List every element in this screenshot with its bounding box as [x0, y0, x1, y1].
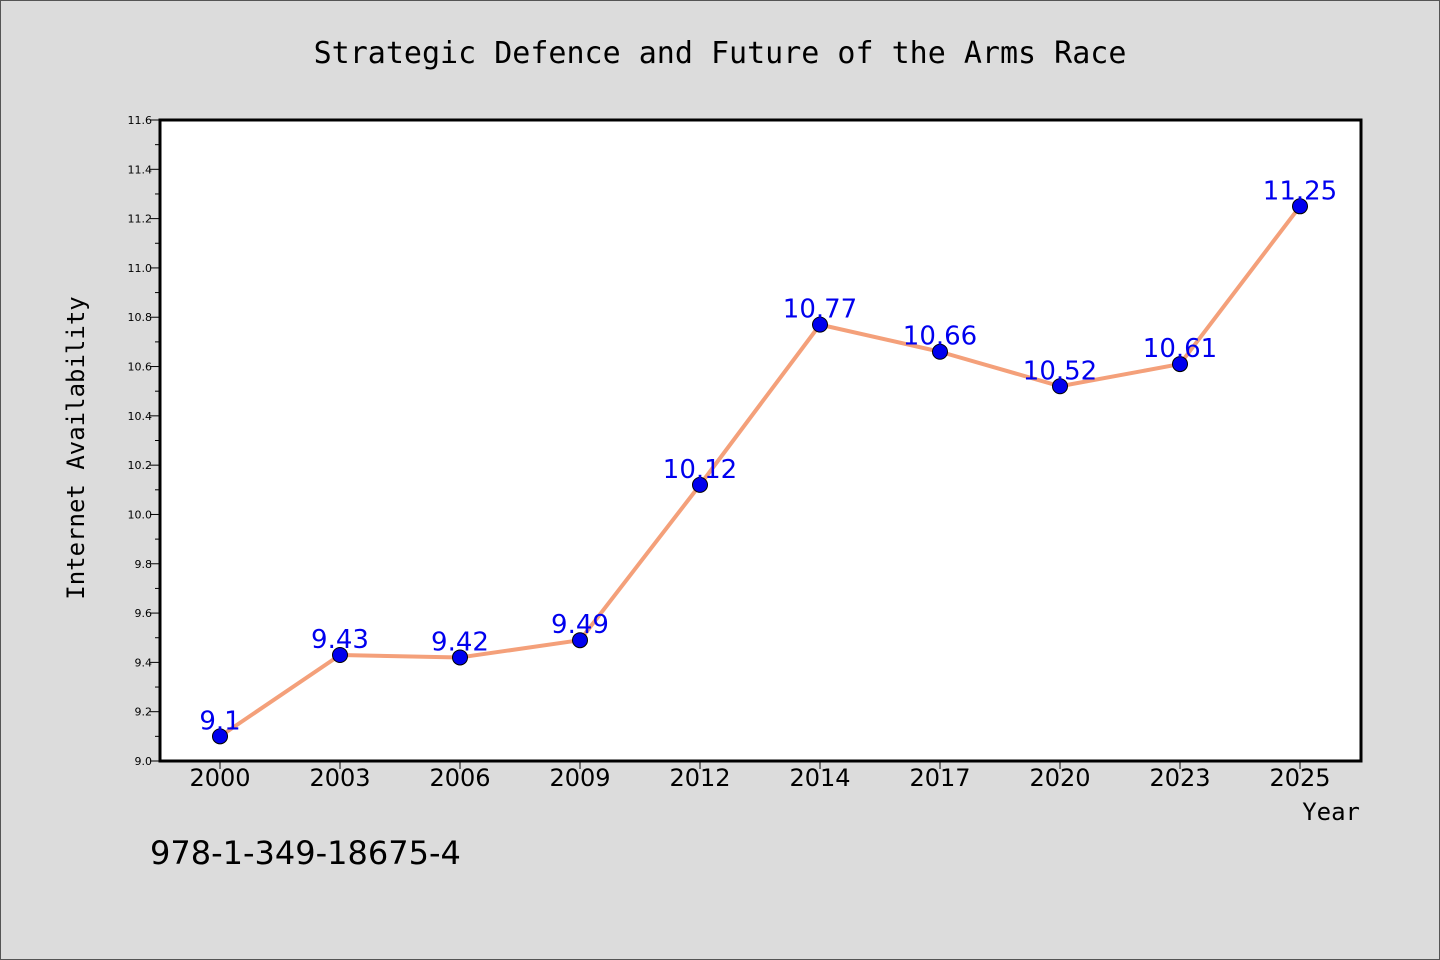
- data-label: 10.12: [663, 455, 737, 485]
- y-tick-label: 11.4: [128, 163, 153, 176]
- x-tick-label: 2003: [309, 764, 370, 792]
- data-label: 10.66: [903, 322, 977, 352]
- x-tick-label: 2023: [1149, 764, 1210, 792]
- y-tick-label: 9.6: [135, 607, 153, 620]
- data-point: [932, 343, 948, 360]
- x-tick-label: 2025: [1269, 764, 1330, 792]
- data-point: [1292, 198, 1308, 215]
- data-point: [332, 646, 348, 663]
- x-tick-label: 2006: [429, 764, 490, 792]
- y-axis-label: Internet Availability: [62, 296, 90, 599]
- chart-title: Strategic Defence and Future of the Arms…: [314, 36, 1127, 71]
- data-point: [452, 649, 468, 666]
- y-tick-label: 11.6: [128, 114, 153, 127]
- y-tick-label: 10.6: [128, 361, 153, 374]
- x-tick-label: 2000: [189, 764, 250, 792]
- y-axis: 9.0 9.2 9.4 9.6 9.8 10.0 10.2 10.4 10.6 10.8 11.0 1…: [128, 114, 160, 768]
- data-point: [692, 476, 708, 493]
- y-tick-label: 9.0: [135, 755, 153, 768]
- y-tick-label: 10.8: [128, 311, 153, 324]
- y-tick-label: 10.0: [128, 508, 153, 521]
- data-label: 10.52: [1023, 356, 1097, 386]
- series-group: 9.1 9.43 9.42 9.49 10.12 10.77 10.66 10.52 10.61…: [199, 176, 1337, 745]
- x-tick-label: 2014: [789, 764, 850, 792]
- data-point: [572, 632, 588, 649]
- data-label: 10.77: [783, 295, 857, 325]
- y-tick-label: 9.8: [135, 558, 153, 571]
- data-point: [1172, 356, 1188, 373]
- y-tick-label: 11.2: [128, 213, 153, 226]
- isbn-text: 978-1-349-18675-4: [150, 834, 461, 872]
- x-tick-label: 2009: [549, 764, 610, 792]
- data-label: 10.61: [1143, 334, 1217, 364]
- data-point: [1052, 378, 1068, 395]
- data-label: 9.43: [311, 625, 369, 655]
- data-point: [212, 728, 228, 745]
- y-tick-label: 11.0: [128, 262, 153, 275]
- data-label: 9.1: [199, 706, 240, 736]
- series-line: [218, 205, 1302, 739]
- x-tick-label: 2017: [909, 764, 970, 792]
- x-axis-label: Year: [1302, 798, 1360, 826]
- data-label: 11.25: [1263, 176, 1337, 206]
- data-label: 9.49: [551, 610, 609, 640]
- data-label: 9.42: [431, 627, 489, 657]
- data-point: [812, 316, 828, 333]
- y-tick-label: 9.4: [135, 656, 153, 669]
- y-tick-label: 9.2: [135, 706, 153, 719]
- x-axis: 2000 2003 2006 2009 2012 2014 2017 2020 2023 2025: [189, 761, 1331, 792]
- y-tick-label: 10.4: [128, 410, 153, 423]
- plot-area: [158, 118, 1363, 763]
- y-tick-label: 10.2: [128, 459, 153, 472]
- x-tick-label: 2012: [669, 764, 730, 792]
- x-tick-label: 2020: [1029, 764, 1090, 792]
